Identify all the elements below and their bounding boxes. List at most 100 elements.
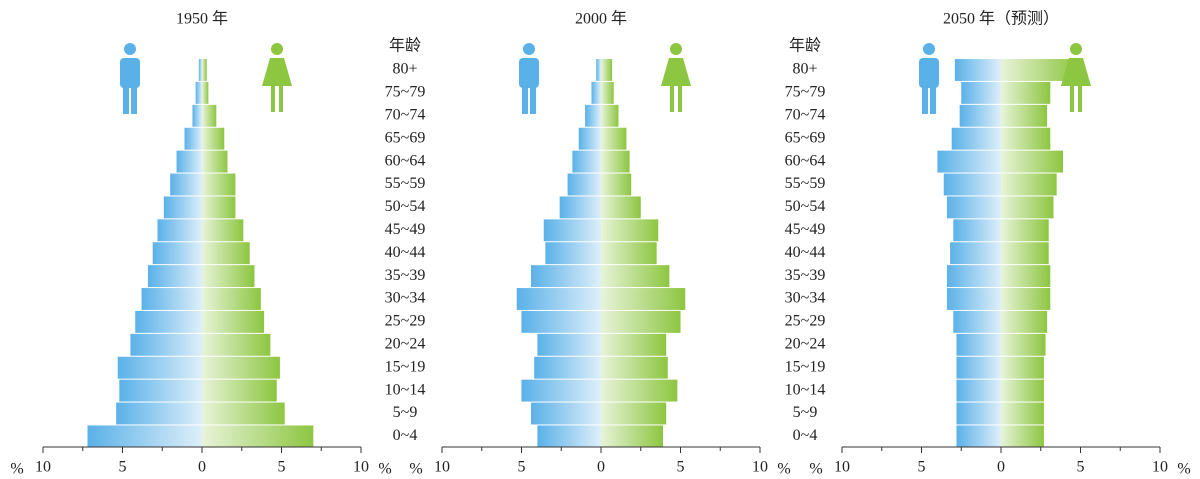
bar xyxy=(601,242,657,265)
category-label: 年龄 xyxy=(389,37,421,55)
bar xyxy=(1001,288,1051,310)
bar xyxy=(1001,196,1054,219)
bar xyxy=(534,356,601,379)
bar xyxy=(953,310,1001,333)
bar xyxy=(937,150,1001,173)
bar xyxy=(1001,150,1064,173)
bar xyxy=(184,127,202,150)
icon-body xyxy=(120,58,140,88)
category-label: 65~69 xyxy=(385,129,426,146)
female-icon xyxy=(1061,43,1091,112)
category-label: 40~44 xyxy=(385,244,426,261)
bar xyxy=(202,196,236,219)
category-label: 35~39 xyxy=(385,267,426,284)
bar xyxy=(956,425,1001,448)
bar xyxy=(1001,379,1044,402)
bar xyxy=(956,379,1001,402)
category-label: 55~59 xyxy=(785,175,826,192)
category-label: 35~39 xyxy=(785,267,826,284)
bar xyxy=(961,81,1001,104)
chart-title: 2000 年 xyxy=(575,10,627,28)
bar xyxy=(601,425,664,448)
icon-leg xyxy=(271,86,275,112)
bar xyxy=(152,242,202,265)
bar xyxy=(946,265,1001,288)
bar xyxy=(521,310,601,333)
x-tick-label: 5 xyxy=(518,459,526,476)
icon-head xyxy=(271,43,283,55)
chart-title: 1950 年 xyxy=(176,10,228,28)
bar xyxy=(601,196,641,219)
bar xyxy=(202,81,209,104)
bar xyxy=(202,219,244,242)
bar xyxy=(601,127,627,150)
icon-leg xyxy=(1078,86,1082,112)
bar xyxy=(601,104,619,127)
icon-body xyxy=(919,58,939,88)
icon-leg xyxy=(930,86,936,114)
bar xyxy=(202,425,314,448)
x-tick-label: 10 xyxy=(834,459,850,476)
category-label: 60~64 xyxy=(785,152,826,169)
bar xyxy=(202,127,225,150)
chart-title: 2050 年（预测） xyxy=(943,10,1059,28)
x-tick-label: 5 xyxy=(677,459,685,476)
bar xyxy=(572,150,601,173)
bar xyxy=(531,402,601,425)
bar xyxy=(1001,127,1051,150)
female-icon xyxy=(262,43,292,112)
bar xyxy=(545,242,601,265)
bar xyxy=(1001,173,1057,196)
bar xyxy=(1001,104,1048,127)
bar xyxy=(946,196,1001,219)
x-axis-label: % xyxy=(10,461,23,478)
bar xyxy=(1001,219,1049,242)
icon-head xyxy=(523,43,535,55)
bar xyxy=(951,127,1001,150)
bar xyxy=(202,104,217,127)
category-label: 75~79 xyxy=(385,84,426,101)
category-label: 15~19 xyxy=(385,358,426,375)
icon-body xyxy=(519,58,539,88)
x-tick-label: 0 xyxy=(597,459,605,476)
bar xyxy=(202,333,271,356)
category-label: 30~34 xyxy=(385,290,426,307)
bar xyxy=(130,333,202,356)
bar xyxy=(959,104,1001,127)
bar xyxy=(559,196,601,219)
category-label: 10~14 xyxy=(385,381,426,398)
bar xyxy=(601,333,667,356)
bar xyxy=(601,81,614,104)
bar xyxy=(202,288,261,310)
bar xyxy=(543,219,601,242)
bar xyxy=(946,288,1001,310)
icon-leg xyxy=(279,86,283,112)
category-label: 50~54 xyxy=(785,198,826,215)
bar xyxy=(601,150,630,173)
bar xyxy=(202,173,236,196)
x-tick-label: 10 xyxy=(434,459,450,476)
category-label: 75~79 xyxy=(785,84,826,101)
bar xyxy=(596,59,601,81)
icon-body xyxy=(1061,58,1091,86)
bar xyxy=(202,242,250,265)
bar xyxy=(117,356,202,379)
bar xyxy=(601,59,613,81)
bar xyxy=(176,150,202,173)
bar xyxy=(135,310,202,333)
x-tick-label: 10 xyxy=(1152,459,1168,476)
bar xyxy=(531,265,601,288)
x-tick-label: 10 xyxy=(35,459,51,476)
x-axis-label: % xyxy=(1177,461,1190,478)
bar xyxy=(198,59,202,81)
bar xyxy=(1001,81,1051,104)
bar xyxy=(195,81,202,104)
icon-head xyxy=(923,43,935,55)
category-label: 20~24 xyxy=(385,335,426,352)
icon-head xyxy=(124,43,136,55)
bar xyxy=(585,104,601,127)
x-axis-label: % xyxy=(378,461,391,478)
x-tick-label: 10 xyxy=(353,459,369,476)
icon-leg xyxy=(1070,86,1074,112)
